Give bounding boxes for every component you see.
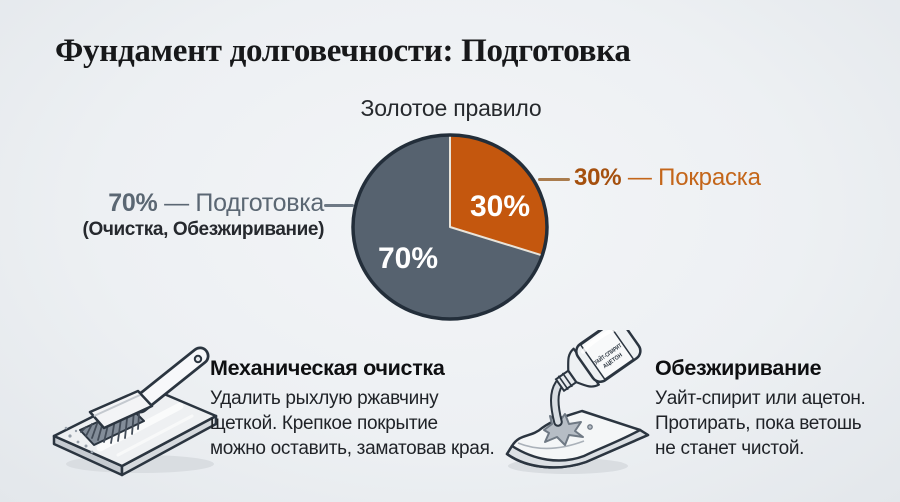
callout-preparation-line: 70% — Подготовка bbox=[40, 189, 324, 217]
bottle-highlight bbox=[581, 330, 618, 354]
callout-preparation: 70% — Подготовка (Очистка, Обезжиривание… bbox=[40, 189, 325, 241]
brush-block bbox=[88, 389, 154, 430]
pie-label-30: 30% bbox=[470, 190, 530, 223]
callout-painting-percent: 30% bbox=[574, 164, 622, 191]
solvent-drop bbox=[587, 424, 593, 430]
callout-preparation-percent: 70% bbox=[108, 189, 158, 217]
callout-preparation-sub: (Очистка, Обезжиривание) bbox=[82, 219, 325, 240]
body-line: щеткой. Крепкое покрытие bbox=[210, 413, 438, 434]
pie-label-70: 70% bbox=[378, 242, 438, 275]
body-line: Удалить рыхлую ржавчину bbox=[210, 388, 439, 409]
handle-hole bbox=[193, 354, 203, 364]
section-heading-mechanical-cleaning: Механическая очистка bbox=[210, 356, 445, 380]
pour-stream bbox=[552, 381, 562, 425]
callout-painting-name: — Покраска bbox=[627, 164, 761, 191]
neck-thread-2 bbox=[561, 372, 573, 388]
cloth-fold-line bbox=[517, 440, 585, 450]
body-line: можно оставить, заматовав края. bbox=[210, 438, 495, 459]
section-heading-degreasing: Обезжиривание bbox=[655, 356, 822, 380]
section-body-degreasing: Уайт-спирит или ацетон. Протирать, пока … bbox=[655, 386, 866, 461]
section-body-mechanical-cleaning: Удалить рыхлую ржавчину щеткой. Крепкое … bbox=[210, 386, 495, 461]
bottle-label bbox=[579, 330, 635, 381]
brush-block-edge bbox=[93, 394, 141, 417]
body-line: не станет чистой. bbox=[655, 438, 805, 459]
solvent-bottle-illustration: УАЙТ-СПИРИТ АЦЕТОН bbox=[505, 330, 650, 474]
leader-line-right bbox=[538, 178, 570, 181]
leader-line-left bbox=[324, 204, 354, 207]
body-line: Протирать, пока ветошь bbox=[655, 413, 862, 434]
body-line: Уайт-спирит или ацетон. bbox=[655, 388, 866, 409]
page-title: Фундамент долговечности: Подготовка bbox=[55, 33, 631, 69]
neck-thread-1 bbox=[557, 375, 569, 391]
wire-brush-illustration bbox=[52, 346, 218, 477]
pie-outline bbox=[351, 133, 549, 321]
plate-shine bbox=[96, 402, 184, 452]
pie-chart: 70% 30% bbox=[351, 133, 549, 321]
callout-preparation-name: — Подготовка bbox=[164, 189, 324, 217]
plate-shine-2 bbox=[116, 414, 194, 457]
solvent-bottle: УАЙТ-СПИРИТ АЦЕТОН bbox=[554, 330, 642, 393]
brush-handle bbox=[133, 349, 207, 411]
rust-specks bbox=[64, 426, 94, 454]
chart-title: Золотое правило bbox=[360, 95, 542, 121]
callout-painting: 30% — Покраска bbox=[574, 164, 761, 192]
